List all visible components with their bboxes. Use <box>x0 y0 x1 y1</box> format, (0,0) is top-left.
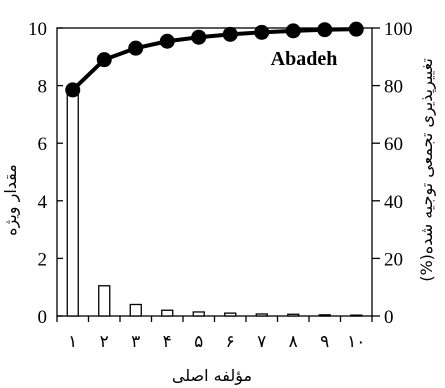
x-tick-label: ۱ <box>68 332 77 352</box>
eigenvalue-bar <box>161 309 174 317</box>
cumulative-variance-point <box>222 26 238 42</box>
cumulative-variance-point <box>254 24 270 40</box>
y-tick-label: 0 <box>38 307 48 328</box>
cumulative-variance-point <box>159 33 175 49</box>
eigenvalue-bar <box>66 89 79 317</box>
eigenvalue-bar <box>287 313 300 317</box>
y2-axis-label: (%)تغییرپذیری تجمعی توجیه شده <box>417 58 437 282</box>
y-tick-label: 6 <box>38 134 48 155</box>
cumulative-variance-point <box>285 23 301 39</box>
eigenvalue-bar <box>255 313 268 317</box>
cumulative-variance-point <box>128 40 144 56</box>
chart-annotation: Abadeh <box>271 48 338 70</box>
cumulative-variance-point <box>317 22 333 38</box>
x-tick-label: ۷ <box>257 332 266 352</box>
y-tick-label: 2 <box>38 249 48 270</box>
x-tick-label: ۲ <box>100 332 109 352</box>
eigenvalue-bar <box>192 311 205 317</box>
cumulative-variance-point <box>348 21 364 37</box>
y2-tick-label: 40 <box>384 192 403 213</box>
y-tick-label: 4 <box>38 192 48 213</box>
x-tick-label: ۹ <box>320 332 329 352</box>
eigenvalue-bar <box>98 285 111 317</box>
eigenvalue-bar <box>350 314 363 317</box>
plot-frame <box>56 27 373 317</box>
y-tick-label: 10 <box>28 19 47 40</box>
y-axis-label: مقدار ویژه <box>1 164 21 236</box>
x-tick-label: ۶ <box>226 332 235 352</box>
x-tick-label: ۸ <box>289 332 298 352</box>
cumulative-variance-point <box>65 82 81 98</box>
cumulative-variance-point <box>191 29 207 45</box>
x-tick-label: ۴ <box>163 332 172 352</box>
y-tick-label: 8 <box>38 77 48 98</box>
cumulative-variance-point <box>96 52 112 68</box>
y2-tick-label: 100 <box>384 19 413 40</box>
eigenvalue-bar <box>224 312 237 317</box>
y2-tick-label: 0 <box>384 307 394 328</box>
y2-tick-label: 60 <box>384 134 403 155</box>
y2-tick-label: 20 <box>384 249 403 270</box>
eigenvalue-bar <box>318 314 331 317</box>
cumulative-variance-line <box>71 27 357 92</box>
x-tick-label: ۳ <box>131 332 140 352</box>
x-tick-label: ۵ <box>194 332 203 352</box>
y2-tick-label: 80 <box>384 77 403 98</box>
x-axis-label: مؤلفه اصلی <box>172 366 252 386</box>
eigenvalue-bar <box>129 303 142 317</box>
x-tick-label: ۱۰ <box>347 332 365 352</box>
